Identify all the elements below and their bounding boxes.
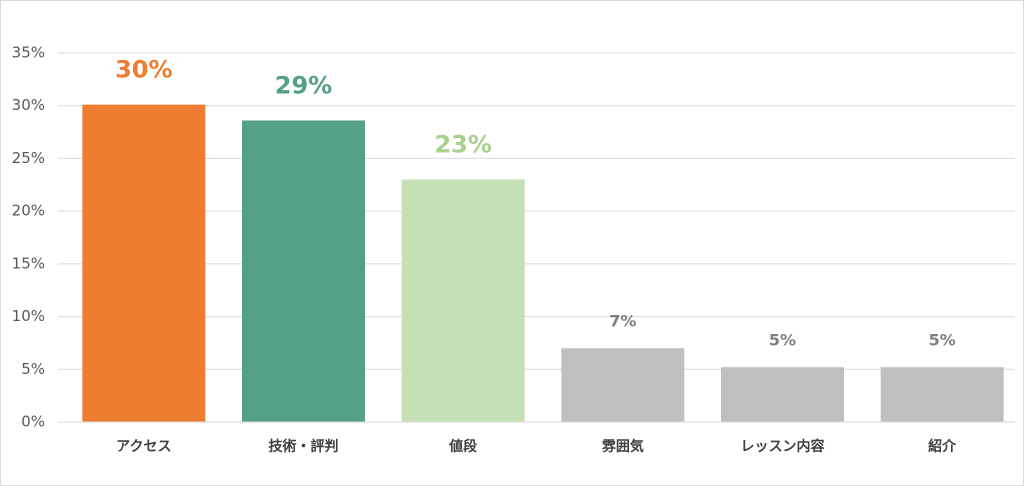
x-tick-label: 雰囲気 [602, 438, 644, 455]
bar [561, 348, 685, 422]
y-tick-label: 15% [12, 254, 45, 272]
y-tick-label: 35% [12, 44, 45, 62]
data-label: 29% [275, 71, 332, 99]
y-tick-label: 20% [12, 202, 45, 220]
y-tick-label: 25% [12, 149, 45, 167]
x-tick-label: 値段 [448, 438, 477, 455]
bar [242, 120, 365, 422]
y-tick-label: 0% [21, 413, 45, 431]
data-label: 5% [769, 331, 796, 350]
data-label: 23% [434, 131, 491, 159]
bar [880, 367, 1004, 422]
x-tick-label: 技術・評判 [269, 438, 339, 455]
y-tick-label: 5% [21, 360, 45, 378]
bar [82, 104, 206, 422]
bar [401, 179, 525, 422]
x-tick-label: 紹介 [928, 438, 957, 455]
y-tick-label: 10% [12, 307, 45, 325]
x-tick-label: アクセス [116, 439, 171, 455]
bar [721, 367, 844, 422]
x-tick-label: レッスン内容 [741, 438, 825, 455]
data-label: 5% [929, 331, 956, 350]
y-tick-label: 30% [12, 96, 45, 114]
data-label: 7% [609, 312, 636, 331]
data-label: 30% [115, 56, 172, 84]
